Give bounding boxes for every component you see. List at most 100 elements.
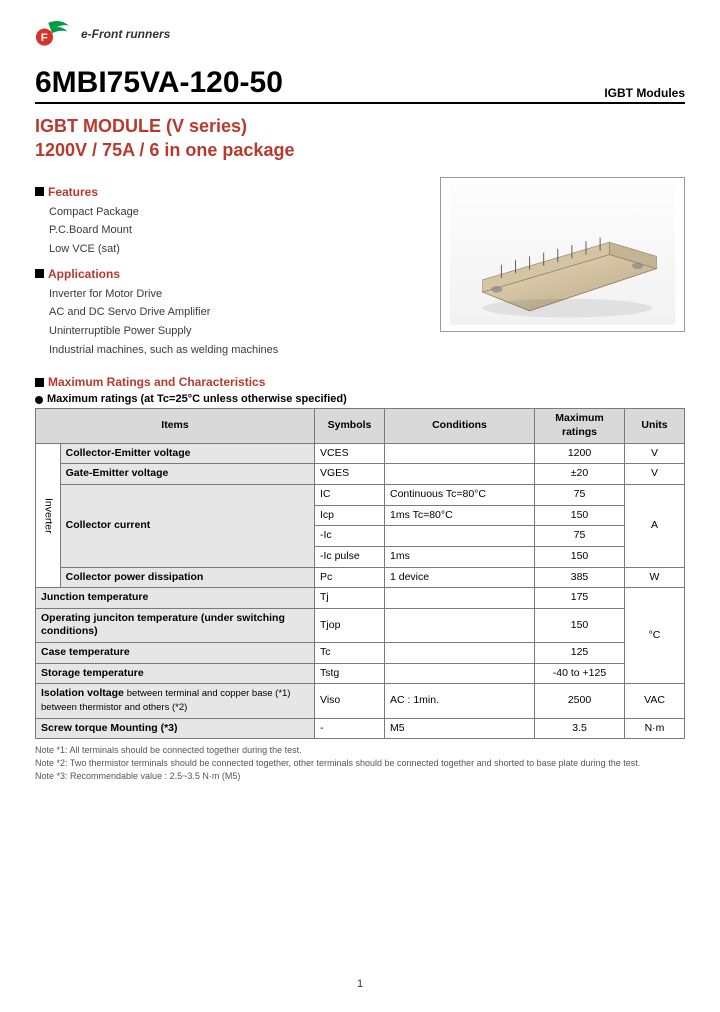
max-rating-cell: 150 — [535, 546, 625, 567]
unit-cell: V — [625, 464, 685, 485]
square-bullet-icon — [35, 378, 44, 387]
table-row: Screw torque Mounting (*3)-M53.5N·m — [36, 718, 685, 739]
features-heading: Features — [35, 185, 410, 199]
list-item: P.C.Board Mount — [49, 221, 410, 240]
item-cell: Operating junciton temperature (under sw… — [36, 608, 315, 642]
footnote-line: Note *1: All terminals should be connect… — [35, 744, 685, 757]
symbol-cell: Tc — [315, 643, 385, 664]
conditions-cell: Continuous Tc=80°C — [385, 484, 535, 505]
applications-heading: Applications — [35, 267, 410, 281]
max-rating-cell: 75 — [535, 526, 625, 547]
applications-list: Inverter for Motor DriveAC and DC Servo … — [35, 285, 410, 360]
symbol-cell: IC — [315, 484, 385, 505]
max-rating-cell: 3.5 — [535, 718, 625, 739]
table-row: Storage temperatureTstg -40 to +125 — [36, 663, 685, 684]
unit-cell: °C — [625, 588, 685, 684]
title-row: 6MBI75VA-120-50 IGBT Modules — [35, 66, 685, 104]
symbol-cell: Tj — [315, 588, 385, 609]
symbol-cell: Icp — [315, 505, 385, 526]
max-rating-cell: -40 to +125 — [535, 663, 625, 684]
product-image — [447, 184, 678, 325]
symbol-cell: - — [315, 718, 385, 739]
max-rating-cell: 385 — [535, 567, 625, 588]
list-item: Low VCE (sat) — [49, 240, 410, 259]
footnote-line: Note *2: Two thermistor terminals should… — [35, 757, 685, 770]
features-list: Compact PackageP.C.Board MountLow VCE (s… — [35, 203, 410, 259]
table-header: Maximum ratings — [535, 409, 625, 443]
ratings-caption: Maximum ratings (at Tc=25°C unless other… — [35, 393, 685, 405]
item-cell: Case temperature — [36, 643, 315, 664]
max-rating-cell: 2500 — [535, 684, 625, 718]
table-row: Gate-Emitter voltageVGES ±20V — [36, 464, 685, 485]
table-header: Symbols — [315, 409, 385, 443]
conditions-cell — [385, 643, 535, 664]
table-row: Collector currentICContinuous Tc=80°C75A — [36, 484, 685, 505]
table-row: Operating junciton temperature (under sw… — [36, 608, 685, 642]
list-item: Compact Package — [49, 203, 410, 222]
item-cell: Junction temperature — [36, 588, 315, 609]
conditions-cell — [385, 526, 535, 547]
brand-tagline: e-Front runners — [81, 27, 170, 41]
symbol-cell: -Ic — [315, 526, 385, 547]
max-rating-cell: 150 — [535, 608, 625, 642]
table-row: Case temperatureTc 125 — [36, 643, 685, 664]
svg-text:F: F — [41, 32, 48, 44]
conditions-cell — [385, 588, 535, 609]
symbol-cell: Pc — [315, 567, 385, 588]
square-bullet-icon — [35, 187, 44, 196]
list-item: AC and DC Servo Drive Amplifier — [49, 303, 410, 322]
table-row: Collector power dissipationPc1 device385… — [36, 567, 685, 588]
unit-cell: V — [625, 443, 685, 464]
max-rating-cell: ±20 — [535, 464, 625, 485]
symbol-cell: Viso — [315, 684, 385, 718]
conditions-cell — [385, 464, 535, 485]
item-cell: Gate-Emitter voltage — [60, 464, 314, 485]
footnotes: Note *1: All terminals should be connect… — [35, 744, 685, 783]
symbol-cell: Tjop — [315, 608, 385, 642]
table-header: Conditions — [385, 409, 535, 443]
list-item: Inverter for Motor Drive — [49, 285, 410, 304]
symbol-cell: -Ic pulse — [315, 546, 385, 567]
max-rating-cell: 1200 — [535, 443, 625, 464]
module-type: IGBT Modules — [604, 86, 685, 100]
conditions-cell — [385, 663, 535, 684]
subtitle-line-1: IGBT MODULE (V series) — [35, 114, 685, 138]
max-rating-cell: 75 — [535, 484, 625, 505]
unit-cell: W — [625, 567, 685, 588]
item-cell: Storage temperature — [36, 663, 315, 684]
item-cell: Collector current — [60, 484, 314, 567]
symbol-cell: Tstg — [315, 663, 385, 684]
inverter-group-label: Inverter — [36, 443, 61, 587]
max-rating-cell: 175 — [535, 588, 625, 609]
brand-logo: F — [35, 20, 73, 48]
ratings-table: ItemsSymbolsConditionsMaximum ratingsUni… — [35, 408, 685, 739]
item-cell: Collector power dissipation — [60, 567, 314, 588]
conditions-cell: 1ms Tc=80°C — [385, 505, 535, 526]
conditions-cell — [385, 608, 535, 642]
page-number: 1 — [0, 978, 720, 990]
subtitle: IGBT MODULE (V series) 1200V / 75A / 6 i… — [35, 114, 685, 163]
list-item: Industrial machines, such as welding mac… — [49, 341, 410, 360]
square-bullet-icon — [35, 269, 44, 278]
table-header: Items — [36, 409, 315, 443]
conditions-cell: AC : 1min. — [385, 684, 535, 718]
table-header: Units — [625, 409, 685, 443]
symbol-cell: VGES — [315, 464, 385, 485]
unit-cell: N·m — [625, 718, 685, 739]
brand-logo-row: F e-Front runners — [35, 20, 685, 48]
dot-icon — [35, 396, 43, 404]
item-cell: Screw torque Mounting (*3) — [36, 718, 315, 739]
unit-cell: A — [625, 484, 685, 567]
conditions-cell: M5 — [385, 718, 535, 739]
conditions-cell — [385, 443, 535, 464]
item-cell: Collector-Emitter voltage — [60, 443, 314, 464]
max-rating-cell: 125 — [535, 643, 625, 664]
max-rating-cell: 150 — [535, 505, 625, 526]
conditions-cell: 1ms — [385, 546, 535, 567]
list-item: Uninterruptible Power Supply — [49, 322, 410, 341]
symbol-cell: VCES — [315, 443, 385, 464]
footnote-line: Note *3: Recommendable value : 2.5~3.5 N… — [35, 770, 685, 783]
product-image-frame — [440, 177, 685, 332]
unit-cell: VAC — [625, 684, 685, 718]
part-number: 6MBI75VA-120-50 — [35, 66, 283, 100]
